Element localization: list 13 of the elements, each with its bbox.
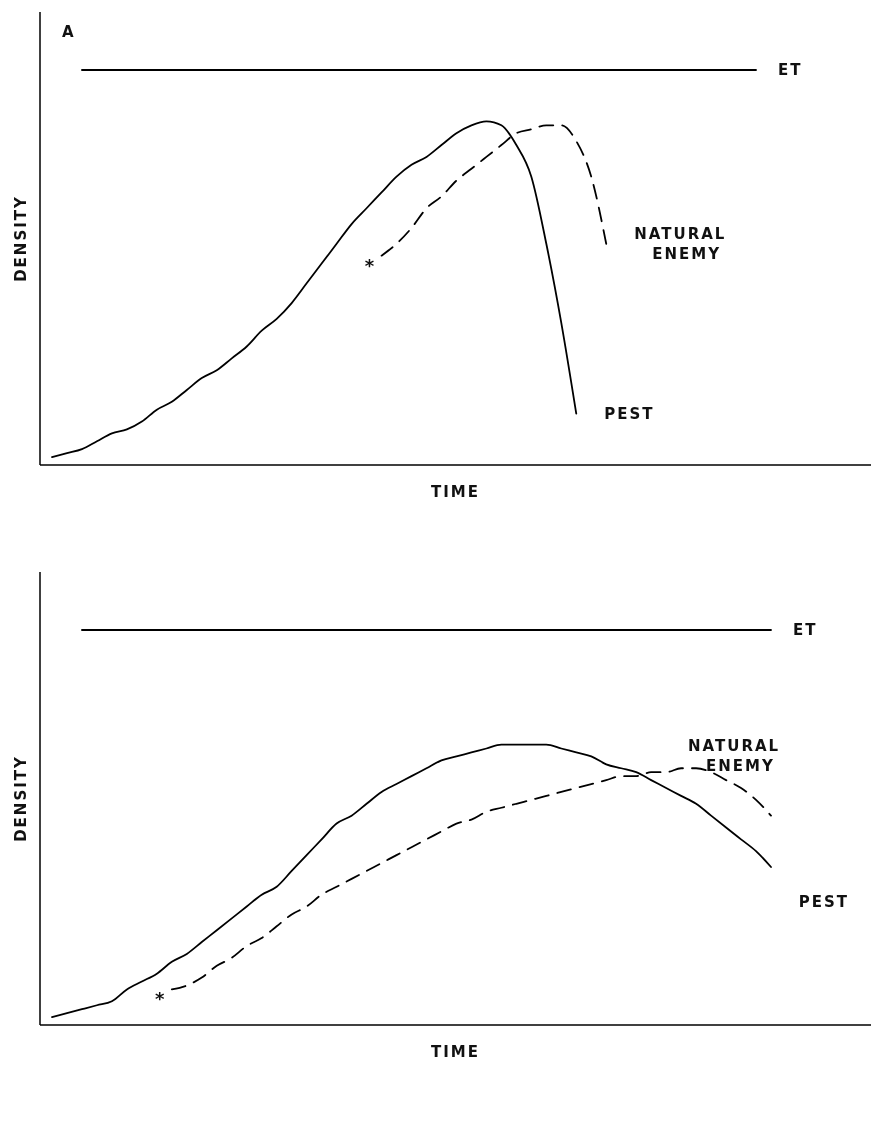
series-label: PEST (604, 404, 655, 423)
y-axis-title: DENSITY (12, 755, 30, 842)
x-axis-title: TIME (431, 1043, 480, 1061)
series-label: ET (793, 621, 818, 639)
annotation: * (155, 988, 166, 1010)
y-axis-title: DENSITY (12, 195, 30, 282)
series-label: NATURAL ENEMY (688, 736, 781, 775)
x-axis-title: TIME (431, 483, 480, 501)
series-label: ET (778, 61, 803, 79)
series-label: NATURAL ENEMY (634, 224, 727, 263)
text: PEST (798, 893, 849, 911)
annotation: * (364, 254, 375, 276)
text: A (62, 23, 74, 41)
